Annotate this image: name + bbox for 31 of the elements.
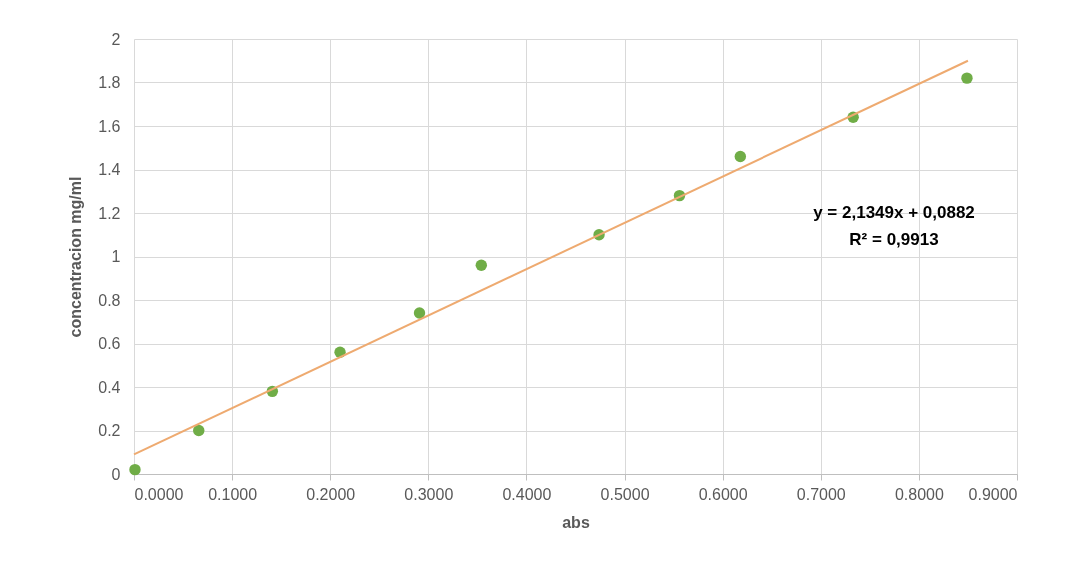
x-tick-label: 0.2000	[306, 485, 356, 503]
point	[193, 424, 205, 437]
annotation: R² = 0,9913	[849, 230, 939, 249]
x-tick-label: 0.7000	[796, 485, 846, 503]
x-axis-title: abs	[562, 513, 590, 531]
x-tick-label: 0.9000	[968, 485, 1018, 503]
y-tick-label: 1.6	[98, 117, 121, 135]
point	[129, 463, 141, 476]
y-axis-title: concentracion mg/ml	[67, 176, 85, 338]
x-tick-label: 0.0000	[134, 485, 184, 503]
x-tick-label: 0.3000	[404, 485, 454, 503]
point	[413, 307, 426, 319]
y-tick-label: 1.2	[98, 204, 121, 222]
y-tick-label: 1	[111, 248, 121, 265]
x-tick-label: 0.8000	[894, 485, 944, 503]
y-tick-label: 1.4	[98, 161, 121, 178]
y-tick-label: 0	[111, 465, 121, 483]
x-tick-label: 0.6000	[698, 485, 748, 503]
point	[961, 72, 973, 84]
y-tick-label: 2	[111, 30, 121, 48]
y-tick-label: 0.4	[98, 378, 121, 396]
y-tick-label: 0.6	[98, 335, 121, 352]
y-tick-label: 0.2	[98, 422, 121, 439]
annotation: y = 2,1349x + 0,0882	[813, 203, 975, 222]
x-tick-label: 0.4000	[502, 485, 552, 503]
point	[475, 259, 488, 271]
y-tick-label: 0.8	[98, 291, 121, 309]
y-tick-label: 1.8	[98, 74, 121, 91]
point	[734, 150, 747, 163]
x-tick-label: 0.5000	[600, 485, 650, 503]
x-tick-label: 0.1000	[208, 485, 258, 503]
